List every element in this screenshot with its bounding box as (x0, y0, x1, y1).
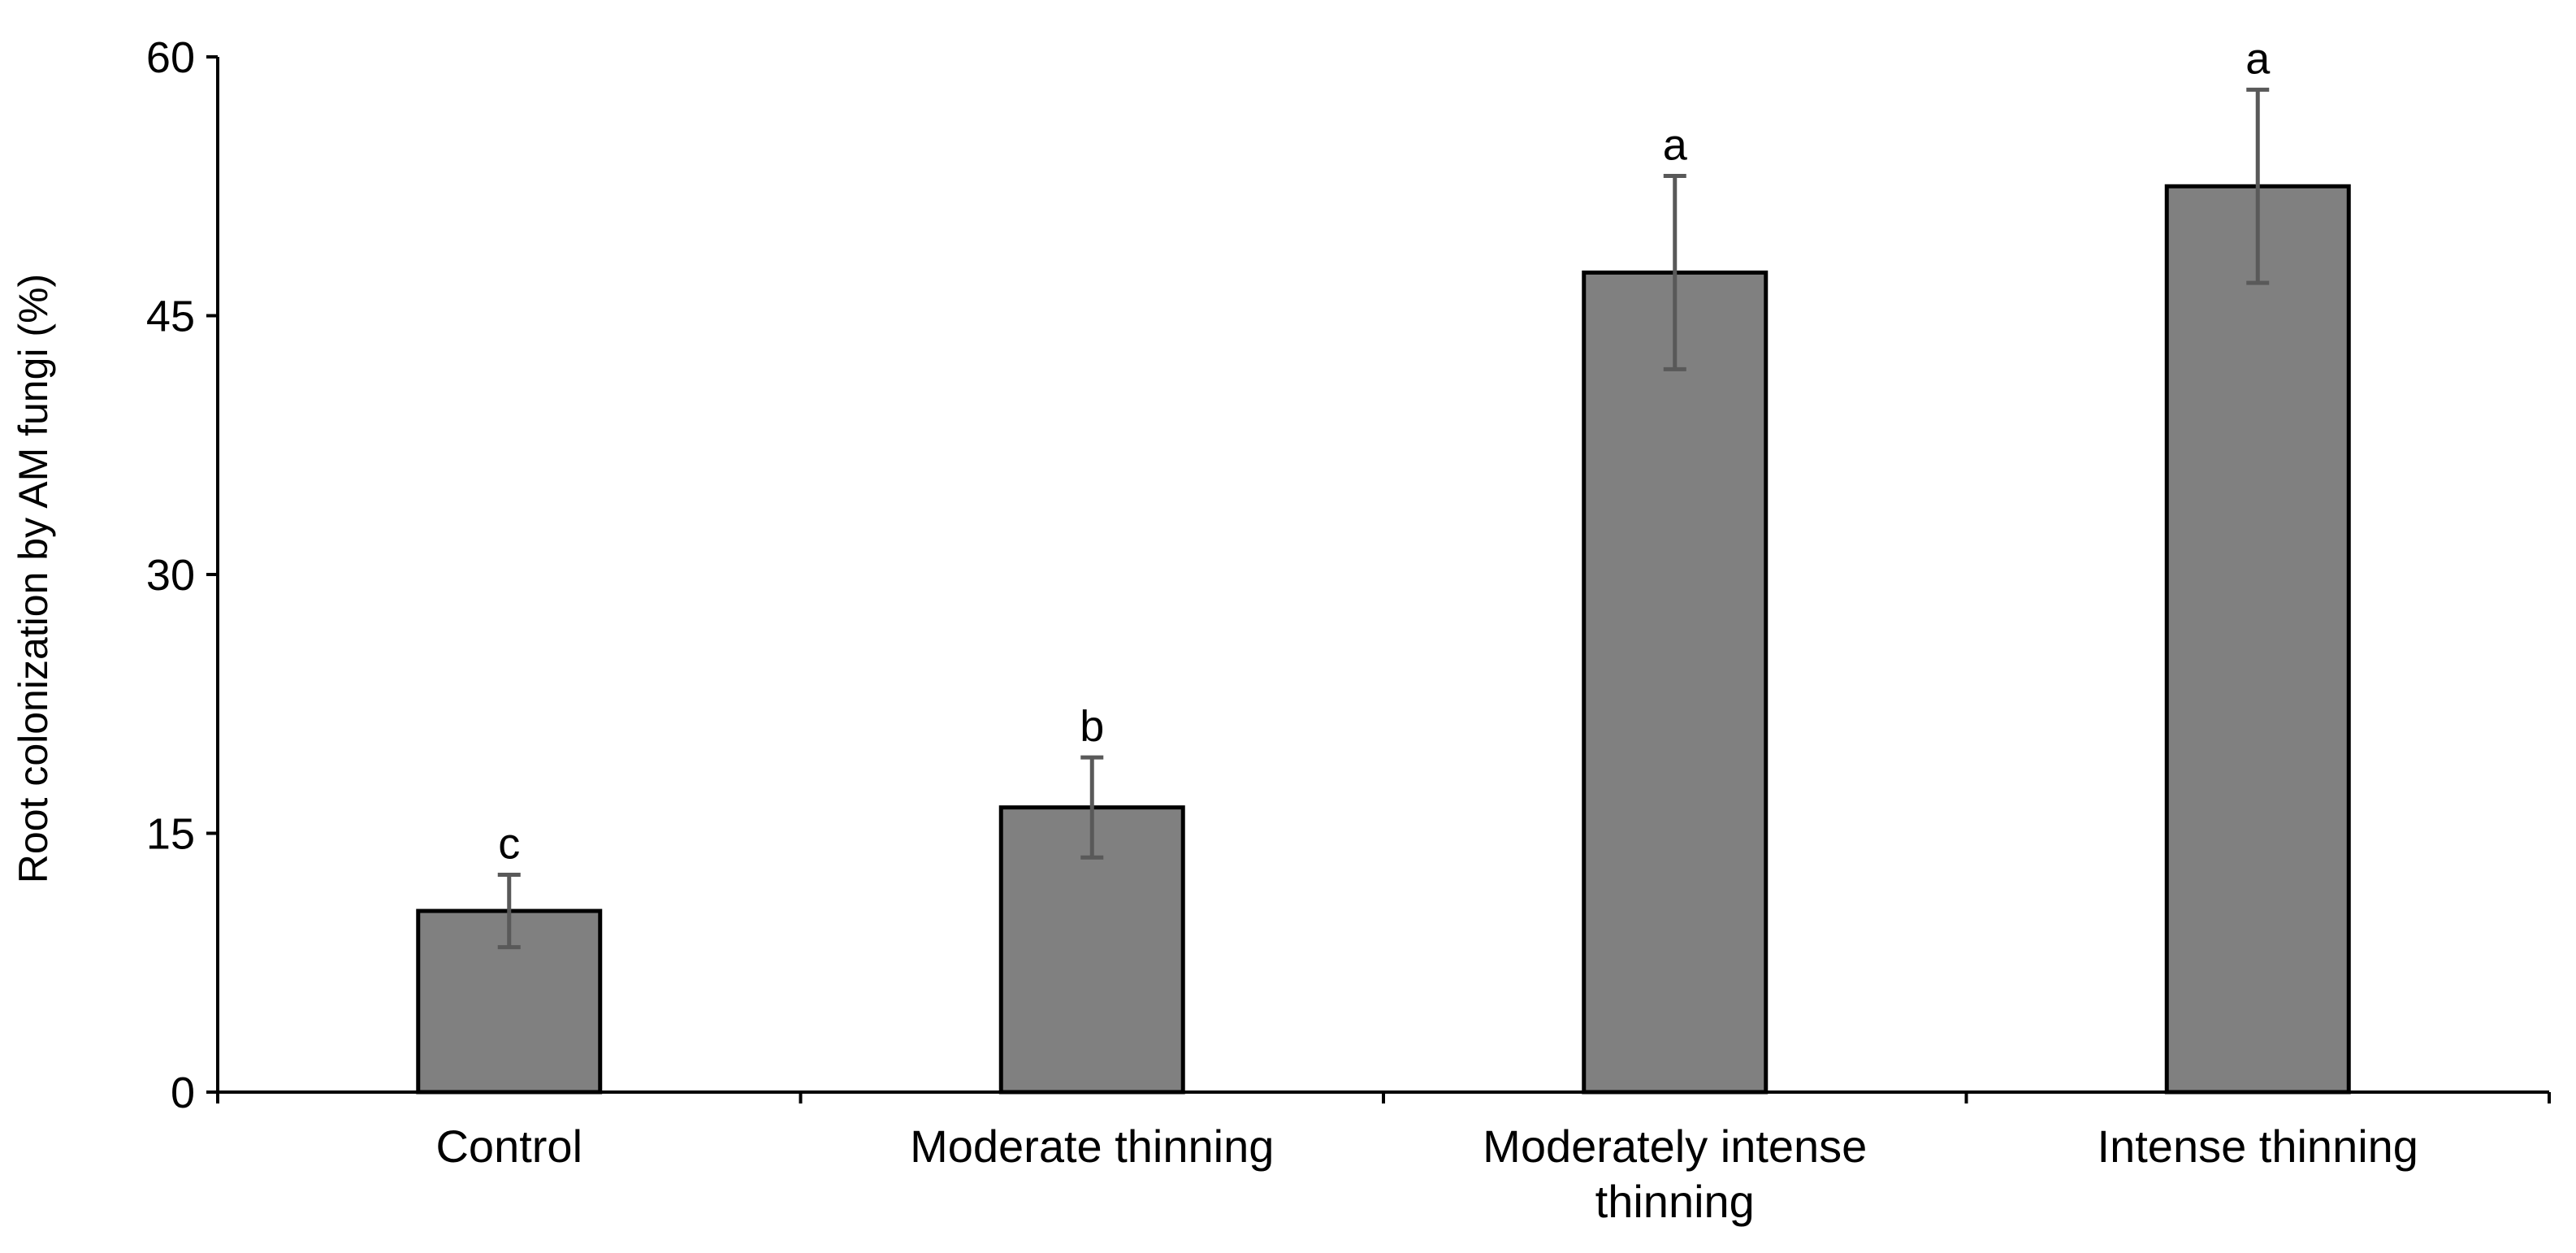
bar (2164, 184, 2351, 1095)
y-tick-label: 15 (146, 810, 195, 859)
x-category-label: Moderately intense (1483, 1121, 1867, 1172)
y-tick-label: 45 (146, 293, 195, 341)
x-category-label: thinning (1595, 1176, 1755, 1227)
x-category-label: Intense thinning (2098, 1121, 2418, 1172)
y-axis-title: Root colonization by AM fungi (%) (11, 274, 56, 883)
significance-letter: a (1663, 121, 1688, 170)
plot-area: 0 15 30 45 60 c Control b Moderate thinning a Mode… (146, 33, 2551, 1227)
x-category-label: Control (435, 1121, 582, 1172)
x-category-label: Moderate thinning (910, 1121, 1274, 1172)
bar (1582, 270, 1769, 1095)
y-tick-label: 30 (146, 551, 195, 600)
significance-letter: a (2245, 34, 2271, 83)
significance-letter: c (498, 819, 520, 868)
y-axis-title-group: Root colonization by AM fungi (%) (11, 274, 56, 883)
significance-letter: b (1080, 702, 1104, 751)
y-tick-label: 60 (146, 33, 195, 82)
y-tick-label: 0 (171, 1069, 195, 1117)
